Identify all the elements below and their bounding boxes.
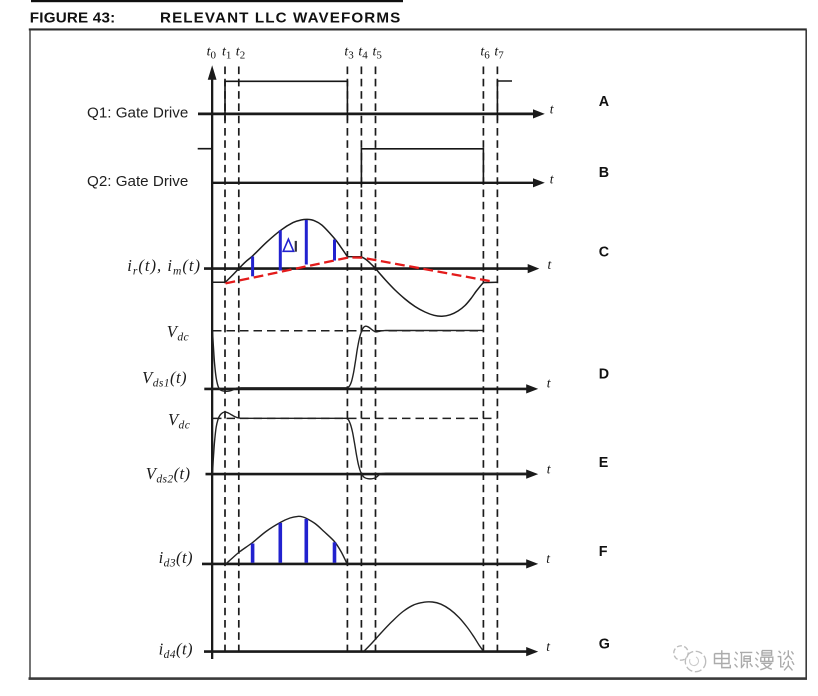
svg-text:t1: t1	[222, 44, 231, 61]
svg-text:t0: t0	[207, 44, 217, 61]
svg-text:E: E	[599, 455, 609, 471]
svg-text:id3(t): id3(t)	[159, 548, 193, 570]
svg-text:t: t	[550, 172, 555, 187]
svg-text:t: t	[550, 101, 555, 116]
svg-text:Vdc: Vdc	[168, 410, 191, 432]
svg-text:t5: t5	[373, 44, 383, 61]
svg-text:Q2: Gate Drive: Q2: Gate Drive	[87, 173, 188, 190]
svg-text:Vds1(t): Vds1(t)	[142, 368, 187, 390]
svg-text:D: D	[599, 366, 609, 382]
svg-text:t3: t3	[344, 44, 354, 61]
svg-text:A: A	[599, 94, 609, 110]
svg-text:F: F	[599, 544, 608, 560]
svg-text:t: t	[546, 639, 551, 654]
svg-text:t: t	[547, 376, 552, 391]
svg-text:FIGURE 43:: FIGURE 43:	[30, 9, 116, 26]
svg-text:t: t	[547, 462, 552, 477]
svg-text:t: t	[548, 257, 553, 272]
svg-text:t4: t4	[358, 44, 368, 61]
svg-text:Vds2(t): Vds2(t)	[146, 464, 191, 486]
svg-text:t: t	[546, 551, 551, 566]
svg-text:Q1: Gate Drive: Q1: Gate Drive	[87, 104, 188, 121]
svg-text:ir(t), im(t): ir(t), im(t)	[127, 256, 201, 278]
svg-text:t7: t7	[494, 44, 504, 61]
svg-text:id4(t): id4(t)	[159, 639, 193, 661]
svg-text:RELEVANT LLC WAVEFORMS: RELEVANT LLC WAVEFORMS	[160, 9, 401, 26]
svg-text:t2: t2	[236, 44, 245, 61]
svg-text:t6: t6	[480, 44, 490, 61]
svg-text:Vdc: Vdc	[167, 322, 190, 344]
svg-text:G: G	[599, 636, 610, 652]
svg-text:B: B	[599, 165, 609, 181]
svg-text:C: C	[599, 245, 609, 261]
